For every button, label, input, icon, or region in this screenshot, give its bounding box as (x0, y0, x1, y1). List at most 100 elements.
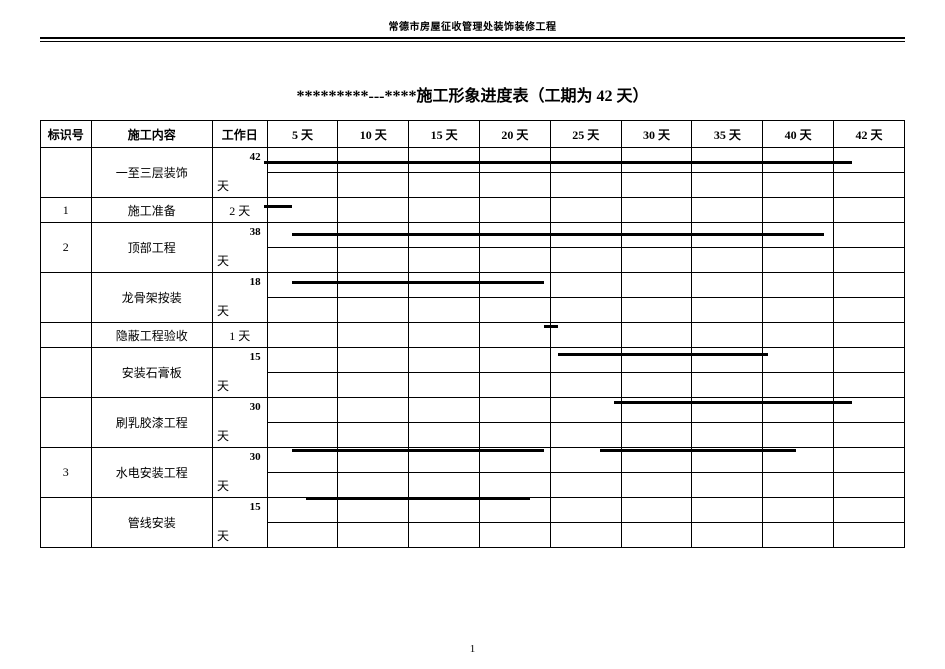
timeline-cell (338, 148, 409, 173)
duration-number: 15 (250, 501, 261, 513)
timeline-cell (763, 198, 834, 223)
timeline-cell (621, 223, 692, 248)
cell-id (41, 148, 92, 198)
timeline-cell (692, 498, 763, 523)
cell-duration: 15天 (212, 498, 267, 548)
cell-duration: 1 天 (212, 323, 267, 348)
cell-id: 1 (41, 198, 92, 223)
timeline-cell (409, 248, 480, 273)
timeline-cell (480, 348, 551, 373)
timeline-cell (267, 448, 338, 473)
timeline-cell (338, 473, 409, 498)
timeline-cell (550, 498, 621, 523)
cell-id: 2 (41, 223, 92, 273)
cell-task: 水电安装工程 (91, 448, 212, 498)
timeline-cell (409, 523, 480, 548)
timeline-cell (834, 148, 905, 173)
timeline-cell (763, 373, 834, 398)
cell-task: 管线安装 (91, 498, 212, 548)
cell-duration: 18天 (212, 273, 267, 323)
timeline-cell (550, 273, 621, 298)
duration-number: 30 (250, 451, 261, 463)
col-dur: 工作日 (212, 121, 267, 148)
cell-task: 刷乳胶漆工程 (91, 398, 212, 448)
timeline-cell (480, 473, 551, 498)
timeline-cell (834, 373, 905, 398)
timeline-cell (267, 473, 338, 498)
timeline-cell (550, 198, 621, 223)
timeline-cell (267, 323, 338, 348)
col-tick: 40 天 (763, 121, 834, 148)
page-header: 常德市房屋征收管理处装饰装修工程 (40, 18, 905, 33)
timeline-cell (480, 223, 551, 248)
timeline-cell (763, 148, 834, 173)
duration-number: 30 (250, 401, 261, 413)
timeline-cell (338, 498, 409, 523)
cell-duration: 2 天 (212, 198, 267, 223)
timeline-cell (621, 498, 692, 523)
timeline-cell (763, 273, 834, 298)
timeline-cell (480, 173, 551, 198)
table-row: 安装石膏板15天 (41, 348, 905, 373)
timeline-cell (267, 298, 338, 323)
timeline-cell (480, 448, 551, 473)
timeline-cell (409, 173, 480, 198)
timeline-cell (409, 373, 480, 398)
timeline-cell (267, 148, 338, 173)
timeline-cell (480, 373, 551, 398)
timeline-cell (267, 273, 338, 298)
timeline-cell (409, 448, 480, 473)
timeline-cell (692, 198, 763, 223)
timeline-cell (834, 298, 905, 323)
timeline-cell (834, 273, 905, 298)
timeline-cell (692, 373, 763, 398)
gantt-table: 标识号 施工内容 工作日 5 天 10 天 15 天 20 天 25 天 30 … (40, 120, 905, 548)
timeline-cell (550, 248, 621, 273)
timeline-cell (834, 348, 905, 373)
timeline-cell (409, 198, 480, 223)
timeline-cell (834, 173, 905, 198)
duration-number: 18 (250, 276, 261, 288)
timeline-cell (338, 323, 409, 348)
col-tick: 25 天 (550, 121, 621, 148)
chart-title: *********---****施工形象进度表（工期为 42 天） (40, 82, 905, 106)
timeline-cell (267, 398, 338, 423)
timeline-cell (763, 223, 834, 248)
timeline-cell (550, 173, 621, 198)
duration-unit: 天 (217, 177, 229, 194)
header-rule (40, 37, 905, 42)
timeline-cell (409, 423, 480, 448)
timeline-cell (763, 423, 834, 448)
timeline-cell (692, 298, 763, 323)
timeline-cell (338, 398, 409, 423)
timeline-cell (338, 523, 409, 548)
timeline-cell (550, 473, 621, 498)
timeline-cell (409, 298, 480, 323)
timeline-cell (621, 248, 692, 273)
timeline-cell (338, 423, 409, 448)
cell-id: 3 (41, 448, 92, 498)
timeline-cell (834, 323, 905, 348)
col-tick: 10 天 (338, 121, 409, 148)
cell-task: 安装石膏板 (91, 348, 212, 398)
timeline-cell (550, 223, 621, 248)
timeline-cell (267, 173, 338, 198)
col-tick: 42 天 (834, 121, 905, 148)
timeline-cell (338, 173, 409, 198)
timeline-cell (763, 498, 834, 523)
duration-unit: 天 (217, 477, 229, 494)
timeline-cell (480, 248, 551, 273)
timeline-cell (763, 523, 834, 548)
timeline-cell (834, 248, 905, 273)
col-tick: 5 天 (267, 121, 338, 148)
timeline-cell (267, 348, 338, 373)
duration-inline: 2 天 (229, 204, 250, 218)
timeline-cell (692, 523, 763, 548)
cell-task: 施工准备 (91, 198, 212, 223)
table-row: 1施工准备 2 天 (41, 198, 905, 223)
cell-task: 隐蔽工程验收 (91, 323, 212, 348)
cell-id (41, 398, 92, 448)
timeline-cell (621, 448, 692, 473)
col-tick: 15 天 (409, 121, 480, 148)
duration-number: 15 (250, 351, 261, 363)
